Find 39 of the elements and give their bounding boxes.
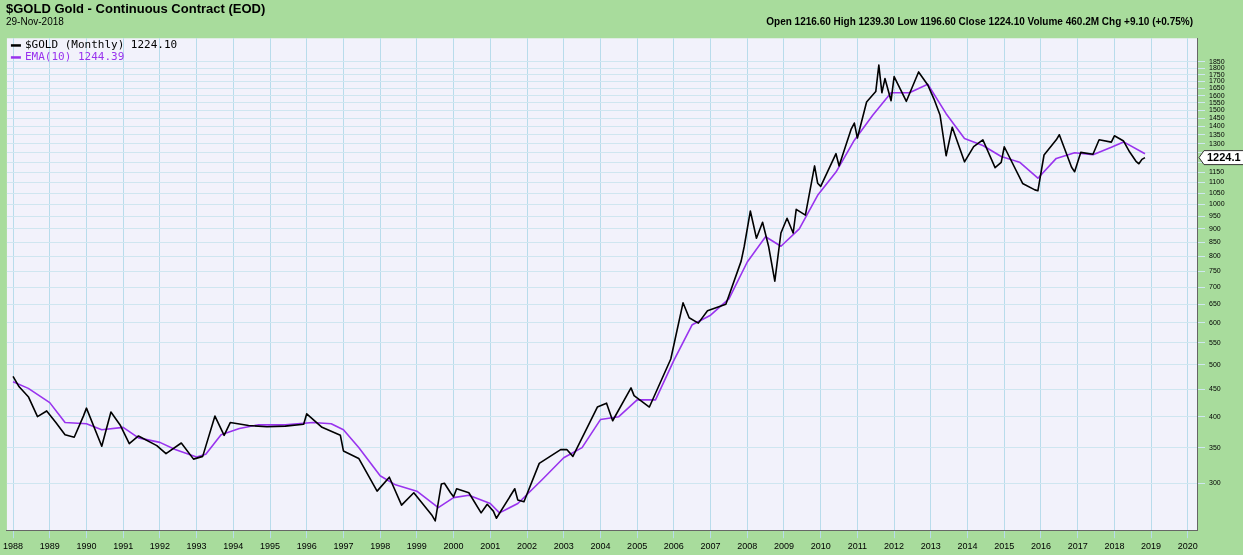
- x-tick-label: 2004: [590, 541, 611, 552]
- text: 1224.1: [1207, 150, 1241, 163]
- x-tick-label: 2017: [1067, 541, 1088, 552]
- x-tick-label: 1999: [406, 541, 427, 552]
- x-tick-label: 2009: [773, 541, 794, 552]
- x-tick-label: 2008: [737, 541, 758, 552]
- chart-subtitle: 29-Nov-2018: [6, 16, 64, 27]
- x-tick-label: 1998: [370, 541, 391, 552]
- x-tick-label: 2012: [884, 541, 905, 552]
- x-tick-label: 1995: [260, 541, 281, 552]
- x-tick-label: 2011: [847, 541, 868, 552]
- x-tick-label: 2014: [957, 541, 978, 552]
- x-tick-label: 2016: [1030, 541, 1051, 552]
- x-tick-label: 1994: [223, 541, 244, 552]
- x-tick-label: 2006: [663, 541, 684, 552]
- x-tick-label: 2010: [810, 541, 831, 552]
- x-tick-label: 2001: [480, 541, 501, 552]
- x-tick-label: 2018: [1104, 541, 1125, 552]
- x-tick-label: 1990: [76, 541, 97, 552]
- x-tick-label: 2003: [553, 541, 574, 552]
- x-tick-label: 1988: [3, 541, 24, 552]
- x-tick-label: 1992: [149, 541, 170, 552]
- x-tick-label: 2005: [627, 541, 648, 552]
- x-tick-label: 2015: [994, 541, 1015, 552]
- x-tick-label: 2007: [700, 541, 721, 552]
- x-tick-label: 2002: [516, 541, 538, 552]
- x-tick-label: 2020: [1177, 541, 1198, 552]
- x-tick-label: 1991: [113, 541, 134, 552]
- legend-label: $GOLD (Monthly) 1224.10: [24, 38, 178, 52]
- x-tick-label: 2019: [1141, 541, 1162, 552]
- x-tick-label: 1993: [186, 541, 207, 552]
- text: Open 1216.60 High 1239.30 Low 1196.60 Close 1224.10 Volume 460.2M Chg +9.10 (+0.75%): [766, 16, 1193, 27]
- x-tick-label: 1996: [296, 541, 317, 552]
- x-tick-label: 2013: [920, 541, 941, 552]
- x-tick-label: 1997: [333, 541, 354, 552]
- legend-label: EMA(10) 1244.39: [24, 50, 125, 64]
- x-tick-label: 2000: [443, 541, 464, 552]
- x-tick-label: 1989: [39, 541, 60, 552]
- chart-title: $GOLD Gold - Continuous Contract (EOD): [6, 1, 266, 16]
